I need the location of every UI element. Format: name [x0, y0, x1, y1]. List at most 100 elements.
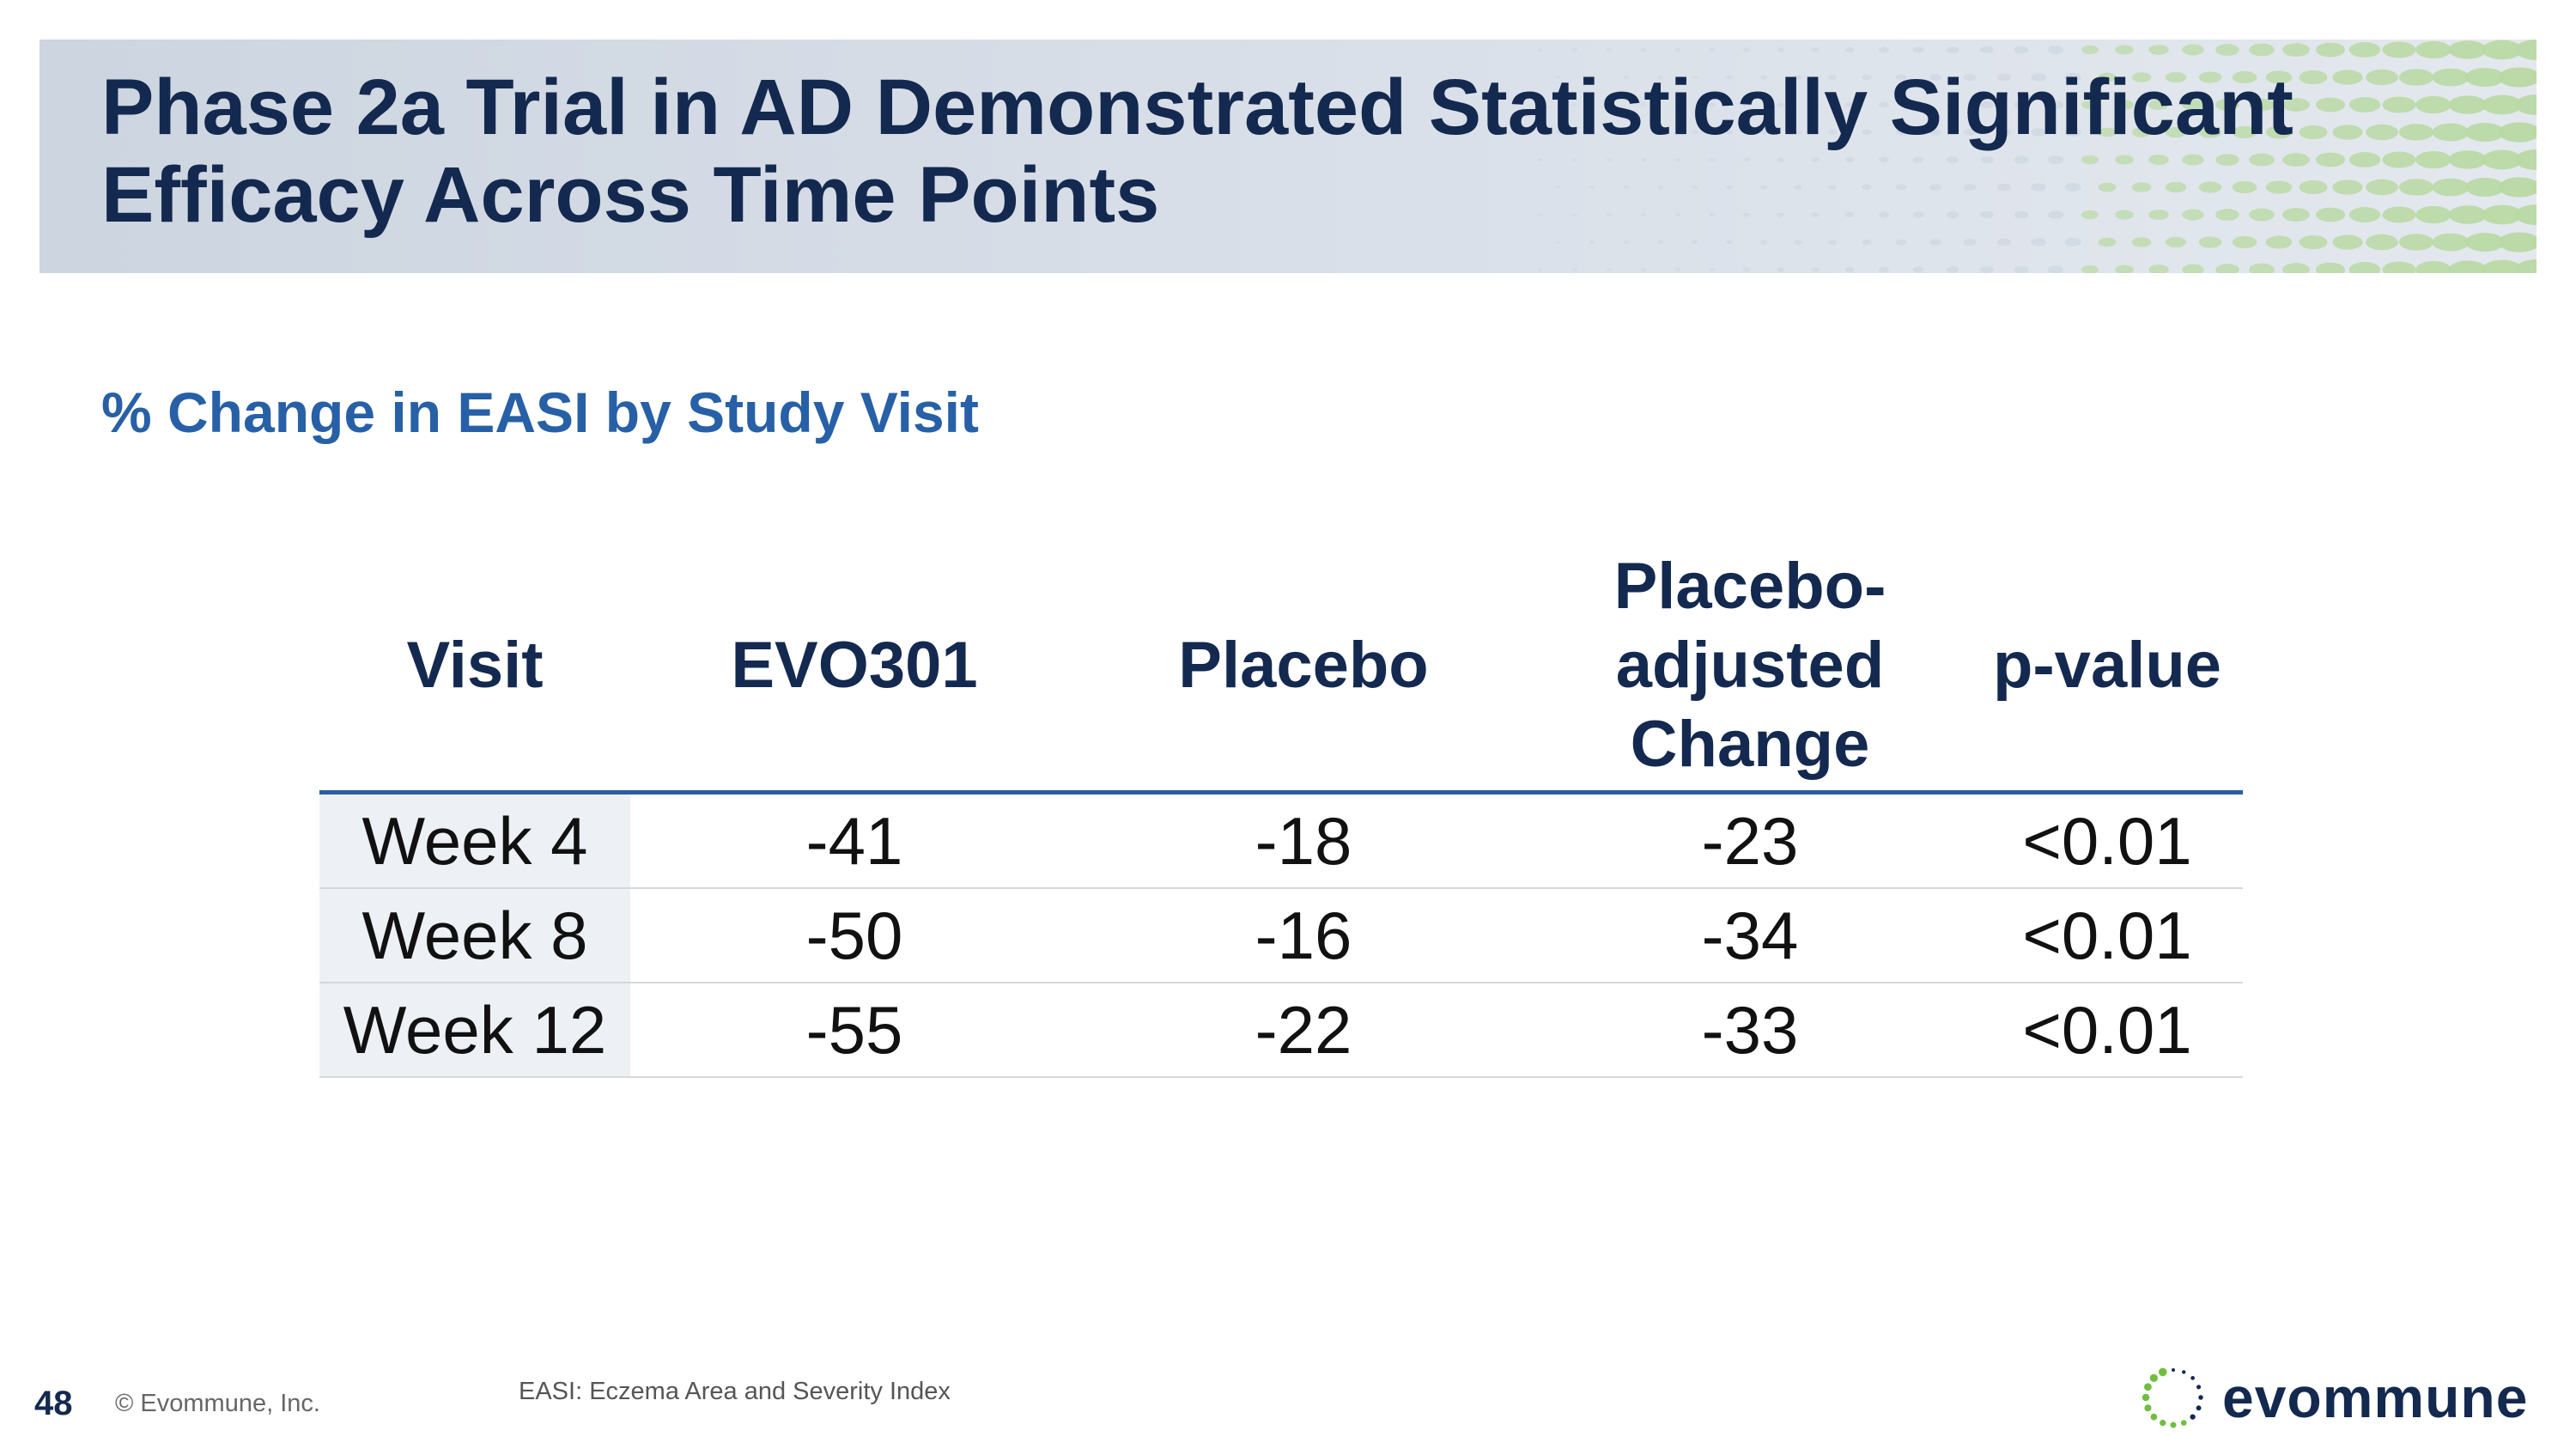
decorative-dot — [2348, 97, 2381, 113]
decorative-dot — [1980, 210, 1994, 219]
decorative-dot — [1674, 47, 1681, 52]
decorative-dot — [2382, 261, 2416, 273]
decorative-dot — [1777, 212, 1785, 217]
decorative-dot — [2348, 152, 2381, 167]
decorative-dot — [1623, 185, 1630, 190]
decorative-dot — [1742, 47, 1751, 52]
decorative-dot — [2081, 210, 2099, 220]
decorative-dot — [1571, 212, 1578, 217]
decorative-dot — [1929, 239, 1941, 246]
decorative-dot — [1996, 73, 2012, 82]
decorative-dot — [2382, 151, 2416, 168]
decorative-dot — [2348, 207, 2381, 222]
cell-visit: Week 4 — [319, 792, 630, 889]
header-adjusted-line-1: Placebo- — [1613, 550, 1886, 623]
decorative-dot — [2198, 71, 2222, 83]
cell-evo301: -55 — [630, 983, 1078, 1078]
decorative-dot — [2448, 205, 2488, 224]
decorative-dot — [2249, 208, 2275, 222]
decorative-dot — [2014, 100, 2029, 109]
decorative-dot — [1537, 102, 1544, 107]
decorative-dot — [1844, 101, 1855, 108]
decorative-dot — [2182, 44, 2204, 56]
decorative-dot — [2299, 125, 2328, 140]
decorative-dot — [2315, 97, 2346, 113]
decorative-dot — [2148, 99, 2169, 111]
decorative-dot — [2448, 150, 2488, 169]
cell-adjusted: -34 — [1528, 888, 1971, 983]
decorative-dot — [1895, 184, 1907, 191]
decorative-dot — [2215, 209, 2239, 221]
decorative-dot — [2366, 234, 2398, 251]
footnote: EASI: Eczema Area and Severity Index — [519, 1378, 951, 1405]
decorative-dot — [2165, 236, 2187, 248]
decorative-dot — [2531, 180, 2537, 194]
decorative-dot — [1946, 156, 1959, 163]
decorative-dot — [2232, 180, 2257, 194]
logo-wordmark: evommune — [2222, 1366, 2529, 1429]
decorative-dot — [2515, 259, 2537, 273]
cell-visit: Week 8 — [319, 888, 630, 983]
decorative-dot — [2398, 124, 2434, 141]
decorative-dot — [2315, 262, 2346, 273]
cell-evo301: -50 — [630, 888, 1078, 983]
decorative-dot — [1709, 157, 1716, 162]
decorative-dot — [1912, 156, 1924, 163]
decorative-dot — [2265, 125, 2293, 139]
decorative-dot — [1759, 75, 1768, 80]
decorative-dot — [2031, 183, 2046, 192]
decorative-dot — [1980, 100, 1994, 109]
header-p-value: p-value — [1971, 541, 2243, 795]
decorative-dot — [1912, 101, 1924, 108]
decorative-dot — [1777, 102, 1785, 107]
decorative-dot — [1759, 240, 1768, 245]
decorative-dot — [1862, 184, 1872, 191]
decorative-dot — [1879, 211, 1889, 218]
header-visit: Visit — [319, 541, 630, 795]
header-adjusted-line-2: adjusted — [1615, 629, 1885, 702]
decorative-dot — [1589, 240, 1595, 245]
decorative-dot — [2282, 98, 2310, 112]
decorative-dot — [1606, 157, 1613, 162]
decorative-dot — [1709, 47, 1716, 52]
decorative-dot — [1879, 46, 1889, 53]
decorative-dot — [2249, 43, 2275, 57]
decorative-dot — [2366, 124, 2398, 141]
decorative-dot — [2014, 46, 2029, 54]
decorative-dot — [1946, 46, 1959, 53]
decorative-dot — [1709, 212, 1716, 217]
decorative-dot — [1537, 47, 1544, 52]
decorative-dot — [2498, 232, 2537, 253]
logo-dot — [2158, 1367, 2167, 1377]
decorative-dot — [2398, 179, 2434, 196]
decorative-dot — [2498, 67, 2537, 88]
decorative-dot — [1674, 212, 1681, 217]
decorative-dot — [2182, 264, 2204, 273]
table-row: Week 4 -41 -18 -23 <0.01 — [319, 792, 2243, 889]
decorative-dot — [2498, 122, 2537, 143]
decorative-dot — [2282, 208, 2310, 222]
decorative-dot — [2315, 152, 2346, 167]
decorative-dot — [1844, 211, 1855, 218]
decorative-dot — [2432, 178, 2470, 197]
decorative-dot — [1963, 183, 1977, 192]
decorative-dot — [2064, 182, 2081, 192]
decorative-dot — [1912, 46, 1924, 53]
decorative-dot — [2232, 70, 2257, 84]
decorative-dot — [2482, 204, 2523, 225]
decorative-dot — [2366, 69, 2398, 86]
decorative-dot — [2482, 40, 2523, 60]
decorative-dot — [2098, 72, 2117, 82]
logo-dot — [2142, 1393, 2150, 1402]
decorative-dot — [2064, 72, 2081, 82]
decorative-dot — [2031, 238, 2046, 247]
decorative-dot — [1537, 212, 1544, 217]
title-line-1: Phase 2a Trial in AD Demonstrated Statis… — [101, 64, 2293, 151]
decorative-dot — [2482, 94, 2523, 115]
decorative-dot — [2014, 155, 2029, 164]
decorative-dot — [1554, 75, 1561, 80]
decorative-dot — [2465, 232, 2505, 253]
decorative-dot — [2131, 127, 2152, 137]
decorative-dot — [1794, 130, 1802, 135]
decorative-dot — [2215, 264, 2239, 273]
